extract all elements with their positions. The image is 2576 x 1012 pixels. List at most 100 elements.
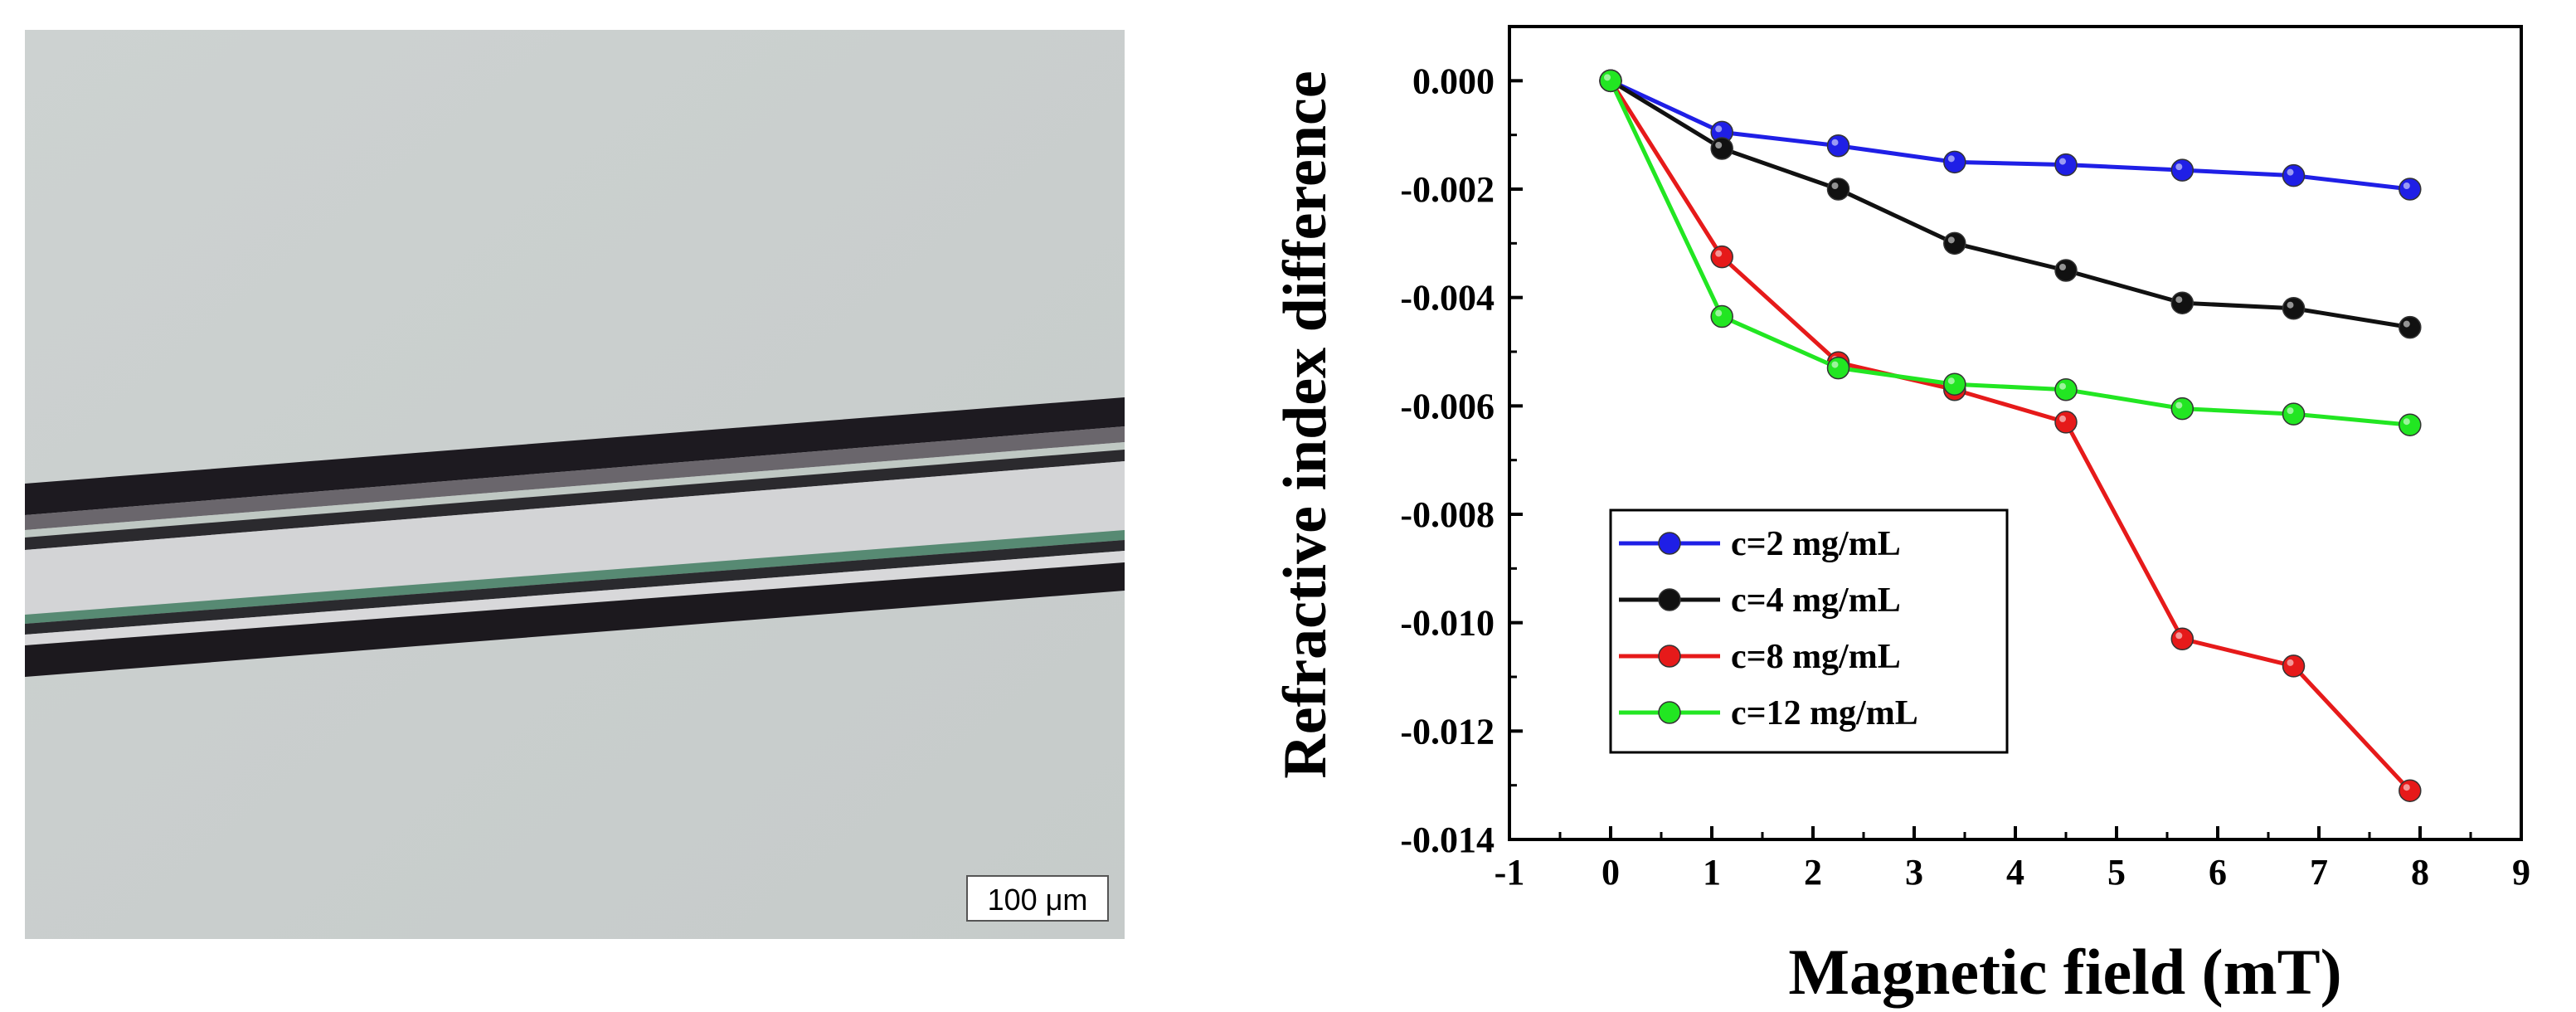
data-point-highlight <box>1715 309 1723 317</box>
y-tick-label: -0.004 <box>1400 278 1495 319</box>
y-axis-title: Refractive index difference <box>1271 71 1339 778</box>
x-tick-label: 9 <box>2512 852 2530 893</box>
data-point <box>2170 397 2194 421</box>
refractive-index-chart: -1 0 1 2 3 4 5 6 7 8 9 0.000 -0.002 -0.004 -0.006 -0.00… <box>1244 0 2576 1012</box>
data-point-highlight <box>1715 125 1723 133</box>
x-tick-label: 5 <box>2107 852 2126 893</box>
data-point-highlight <box>2403 418 2410 426</box>
x-tick-label: 7 <box>2310 852 2328 893</box>
data-point <box>1710 304 1733 328</box>
data-point <box>1710 245 1733 269</box>
scale-bar-label: 100 μm <box>988 883 1088 917</box>
data-point-highlight <box>1831 139 1839 146</box>
legend-label: c=8 mg/mL <box>1731 638 1901 676</box>
y-tick-label: 0.000 <box>1412 61 1495 101</box>
data-point <box>2170 158 2194 182</box>
chart-legend: c=2 mg/mL c=4 mg/mL c=8 mg/mL c=12 mg/mL <box>1609 508 2009 754</box>
data-point <box>2282 163 2306 187</box>
legend-item: c=8 mg/mL <box>1619 638 1901 676</box>
y-tick-label: -0.006 <box>1400 386 1495 426</box>
legend-item: c=12 mg/mL <box>1619 694 1918 732</box>
data-point <box>2282 402 2306 426</box>
data-point-highlight <box>2287 168 2294 176</box>
series-line <box>1609 79 2411 192</box>
data-point-highlight <box>1947 236 1955 244</box>
legend-marker <box>1658 645 1681 668</box>
data-point-highlight <box>1947 377 1955 385</box>
data-point <box>2170 627 2194 651</box>
data-point-highlight <box>1715 250 1723 257</box>
data-point <box>2054 411 2078 434</box>
data-point <box>1943 150 1966 174</box>
x-tick-label: 0 <box>1601 852 1620 893</box>
y-tick-label: -0.010 <box>1400 603 1495 644</box>
legend-marker <box>1658 701 1681 724</box>
axis-ticks: -1 0 1 2 3 4 5 6 7 8 9 0.000 -0.002 -0.004 -0.006 -0.00… <box>1400 25 2530 893</box>
fiber-micrograph: 100 μm <box>25 30 1125 939</box>
legend-marker <box>1658 588 1681 611</box>
data-point <box>1826 356 1850 380</box>
series-line <box>1608 80 2411 427</box>
series-line <box>1609 79 2411 330</box>
x-tick-label: 1 <box>1703 852 1721 893</box>
data-point <box>2399 413 2422 436</box>
y-tick-label: -0.008 <box>1400 494 1495 535</box>
data-point <box>2282 296 2306 320</box>
data-point-highlight <box>2059 382 2066 390</box>
legend-item: c=4 mg/mL <box>1619 581 1901 620</box>
x-axis-title: Magnetic field (mT) <box>1788 936 2341 1008</box>
data-point <box>1710 137 1733 160</box>
data-point-highlight <box>2403 320 2410 328</box>
series-line <box>1608 79 2412 792</box>
data-point-highlight <box>2059 158 2066 165</box>
data-point <box>1943 372 1966 396</box>
x-tick-label: 8 <box>2411 852 2429 893</box>
data-point <box>1826 178 1850 201</box>
series-4 <box>1599 69 2422 436</box>
data-point-highlight <box>1947 155 1955 163</box>
data-point-highlight <box>2403 182 2410 189</box>
data-point <box>1826 134 1850 158</box>
data-point <box>2282 654 2306 678</box>
data-point-highlight <box>1831 361 1839 368</box>
data-point <box>2170 291 2194 314</box>
legend-label: c=4 mg/mL <box>1731 581 1901 620</box>
data-point-highlight <box>2287 301 2294 309</box>
series-layer <box>1599 69 2422 802</box>
y-tick-label: -0.002 <box>1400 169 1495 210</box>
data-point <box>2054 259 2078 282</box>
scale-bar: 100 μm <box>966 875 1109 922</box>
x-tick-label: 6 <box>2209 852 2227 893</box>
data-point <box>2399 315 2422 339</box>
data-point-highlight <box>1831 182 1839 189</box>
data-point-highlight <box>2059 415 2066 422</box>
legend-label: c=12 mg/mL <box>1731 694 1918 732</box>
data-point-highlight <box>2175 163 2183 171</box>
legend-label: c=2 mg/mL <box>1731 525 1901 563</box>
data-point <box>2054 377 2078 401</box>
y-tick-label: -0.014 <box>1400 820 1495 860</box>
data-point-highlight <box>2175 296 2183 304</box>
data-point <box>2399 779 2422 802</box>
y-tick-label: -0.012 <box>1400 711 1495 752</box>
data-point-highlight <box>2403 784 2410 791</box>
data-point-highlight <box>2287 659 2294 666</box>
data-point-highlight <box>1604 74 1611 81</box>
series-2 <box>1599 69 2422 339</box>
data-point <box>1943 231 1966 255</box>
x-tick-label: 4 <box>2006 852 2024 893</box>
legend-item: c=2 mg/mL <box>1619 525 1901 563</box>
data-point <box>2399 178 2422 201</box>
x-tick-label: 3 <box>1905 852 1923 893</box>
micrograph-image: 100 μm <box>25 30 1125 939</box>
data-point <box>1599 69 1622 93</box>
data-point-highlight <box>1715 142 1723 148</box>
fiber-tube <box>25 397 1125 677</box>
data-point-highlight <box>2059 264 2066 270</box>
data-point-highlight <box>2287 407 2294 415</box>
data-point-highlight <box>2175 632 2183 640</box>
x-tick-label: 2 <box>1804 852 1822 893</box>
legend-marker <box>1658 532 1681 555</box>
data-point <box>2054 153 2078 177</box>
x-tick-label: -1 <box>1495 852 1525 893</box>
